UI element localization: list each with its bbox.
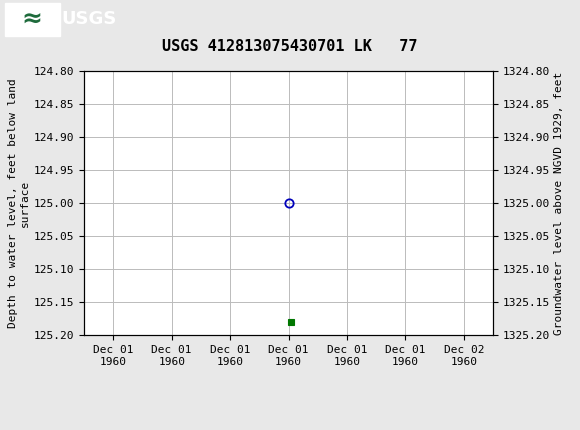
Text: ≈: ≈ (21, 7, 42, 31)
Text: USGS 412813075430701 LK   77: USGS 412813075430701 LK 77 (162, 39, 418, 54)
Bar (5, 3, 60, 36)
Y-axis label: Depth to water level, feet below land
surface: Depth to water level, feet below land su… (8, 78, 30, 328)
Text: USGS: USGS (61, 10, 116, 28)
Y-axis label: Groundwater level above NGVD 1929, feet: Groundwater level above NGVD 1929, feet (554, 71, 564, 335)
